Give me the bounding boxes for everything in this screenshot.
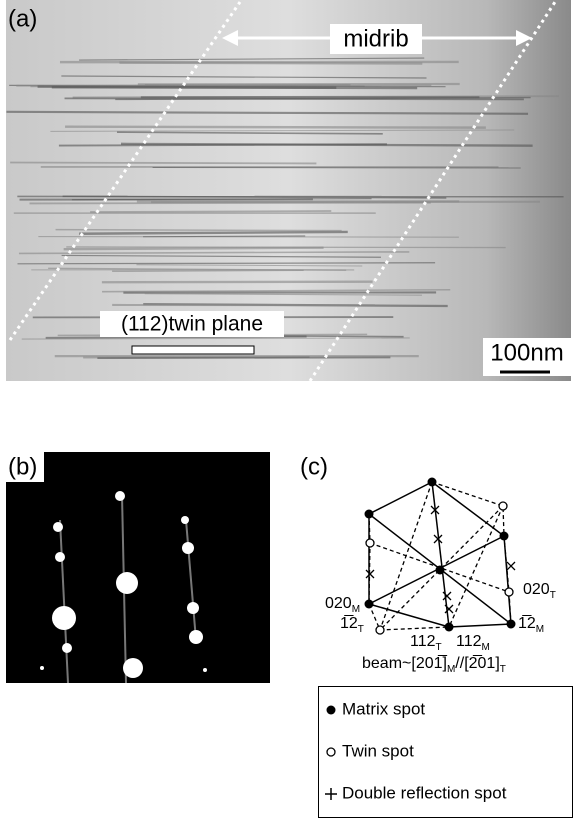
spot-labels: 020M 020T 1̅2T 1̅2M 112T 112M <box>325 581 556 652</box>
spot <box>187 602 199 614</box>
zone-line <box>432 482 449 627</box>
matrix-spot <box>507 620 516 629</box>
matrix-spot <box>365 600 374 609</box>
subscript: T <box>358 624 364 635</box>
spot <box>115 491 125 501</box>
stripe <box>102 282 373 283</box>
twin-spot <box>366 539 374 547</box>
subscript: T <box>500 664 506 675</box>
beam-direction: beam~[201̅]M//[2̅01]T <box>362 654 506 674</box>
spot <box>181 516 189 524</box>
subscript: T <box>436 642 442 653</box>
twin-spot <box>499 502 507 510</box>
stripe <box>97 357 390 358</box>
stripe <box>90 211 331 212</box>
subscript: T <box>550 590 556 601</box>
index: 020 <box>325 595 352 612</box>
twin-line <box>449 506 503 627</box>
legend-double-symbol <box>325 788 337 800</box>
index: 020 <box>523 581 550 598</box>
index: 1̅2 <box>340 614 358 632</box>
diffraction-image <box>6 452 270 683</box>
stripe <box>29 203 430 204</box>
page: midrib (a) (112)twin plane 100nm <box>0 0 575 821</box>
spot-label: 112T <box>410 633 442 652</box>
stripe <box>52 87 417 88</box>
panel-label: (b) <box>8 453 37 480</box>
twin-spot <box>376 626 384 634</box>
stripe <box>10 162 316 163</box>
subscript: M <box>447 664 455 675</box>
stripe <box>112 270 304 271</box>
spot <box>182 542 194 554</box>
spot <box>52 606 76 630</box>
midrib-label: midrib <box>343 25 408 52</box>
stripe <box>119 63 422 64</box>
stripe <box>65 127 486 128</box>
stripe <box>59 144 387 145</box>
spot-label: 1̅2M <box>518 614 544 634</box>
spot <box>123 658 143 678</box>
beam-part: //[2̅01] <box>455 654 499 672</box>
index: 112 <box>410 633 436 650</box>
spot <box>189 630 203 644</box>
subscript: M <box>536 624 544 635</box>
index: 1̅2 <box>518 614 536 632</box>
panel-a: midrib (a) (112)twin plane 100nm <box>6 0 571 381</box>
figure: midrib (a) (112)twin plane 100nm <box>0 0 575 821</box>
twin-spot <box>505 588 513 596</box>
matrix-spot <box>428 478 437 487</box>
matrix-spot <box>365 510 374 519</box>
stripe <box>143 236 305 237</box>
spot <box>203 668 207 672</box>
spot <box>40 666 44 670</box>
spot-label: 020M <box>325 595 360 614</box>
spot-label: 1̅2T <box>340 614 364 634</box>
legend-twin-symbol <box>327 748 335 756</box>
beam-part: beam~[201̅] <box>362 654 448 672</box>
spot-label: 020T <box>523 581 556 600</box>
twin-plane-label: (112)twin plane <box>121 313 263 336</box>
legend-label: Twin spot <box>342 741 414 760</box>
panel-label: (c) <box>300 453 328 480</box>
legend-label: Matrix spot <box>342 699 425 718</box>
panel-label: (a) <box>8 5 37 32</box>
tem-image <box>6 0 571 381</box>
legend-label: Double reflection spot <box>342 783 507 802</box>
subscript: M <box>352 604 360 615</box>
matrix-spot <box>445 623 454 632</box>
spot <box>53 522 63 532</box>
spot-label: 112M <box>456 633 490 652</box>
matrix-spot <box>436 566 445 575</box>
solid-lines <box>369 482 511 627</box>
spot <box>55 552 65 562</box>
legend-matrix-symbol <box>327 706 336 715</box>
spot <box>116 572 138 594</box>
index: 112 <box>456 633 482 650</box>
twin-plane-bar <box>132 346 254 354</box>
matrix-spot <box>500 532 509 541</box>
panel-b: (b) <box>6 452 270 683</box>
spot <box>62 643 72 653</box>
stripe <box>64 248 324 249</box>
scale-bar-label: 100nm <box>490 339 563 366</box>
stripe <box>65 98 524 99</box>
subscript: M <box>482 642 490 653</box>
panel-c: (c) <box>300 453 573 817</box>
